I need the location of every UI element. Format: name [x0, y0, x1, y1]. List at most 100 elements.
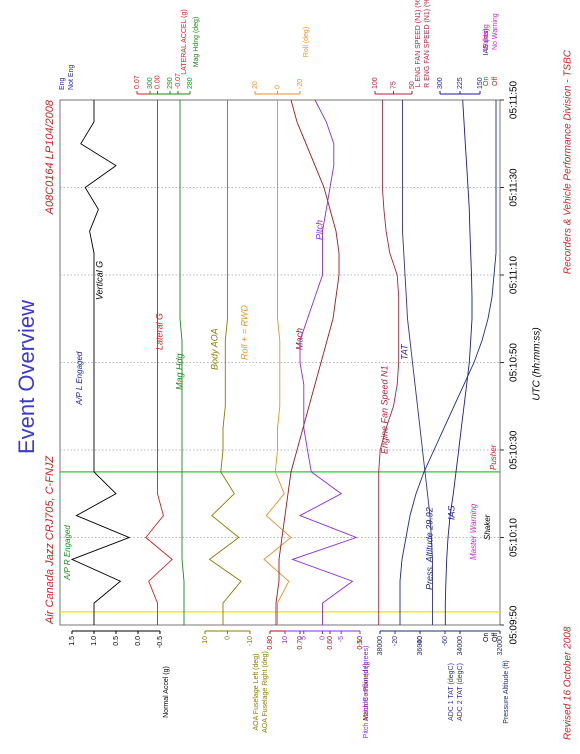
series-label: Roll + = RWD — [239, 305, 249, 360]
x-tick-label: 05:10:50 — [509, 343, 520, 382]
series-label: Mag Hdg — [174, 353, 184, 390]
y-axis-label: ADC 1 TAT (degC) — [448, 663, 455, 721]
y-tick-label: 5 — [301, 636, 308, 640]
series-label: Body AOA — [209, 328, 219, 370]
series-line — [399, 100, 497, 625]
discrete-label: Warning — [483, 24, 490, 50]
y-tick-label: 1.0 — [91, 636, 98, 646]
y-axis-label: Pressure Altitude (ft) — [503, 660, 510, 723]
discrete-label: On — [483, 77, 490, 86]
discrete-label: On — [483, 633, 490, 642]
y-tick-label: 34000 — [457, 636, 464, 656]
y-tick-label: 0.80 — [267, 636, 274, 650]
discrete-label: No Warning — [492, 13, 499, 50]
y-axis-label: L ENG FAN SPEED (N1) (%) — [415, 0, 422, 87]
subtitle-left: Air Canada Jazz CRJ705, C-FNJZ — [44, 455, 56, 625]
series-line — [70, 100, 131, 625]
y-axis-label: Pitch Attitude - Pilot (degrees) — [363, 646, 370, 739]
rotated-chart: Event Overview Air Canada Jazz CRJ705, C… — [14, 0, 574, 740]
series-line — [291, 99, 358, 625]
x-tick-label: 05:11:50 — [509, 80, 520, 119]
series-label: Engine Fan Speed N1 — [379, 365, 389, 454]
y-tick-label: 280 — [187, 77, 194, 89]
x-tick-label: 05:09:50 — [509, 605, 520, 644]
y-axis-label: AOA Fuselage Right (deg) — [262, 651, 269, 733]
y-tick-label: -20 — [297, 79, 304, 89]
y-axis-label: Mag Hdng (deg) — [193, 17, 200, 68]
series-label: Vertical G — [94, 261, 104, 300]
footer-left: Revised 16 October 2008 — [563, 626, 574, 740]
x-tick-label: 05:11:30 — [509, 168, 520, 207]
y-tick-label: 0.0 — [135, 636, 142, 646]
y-axis-label: Normal Accel (g) — [163, 666, 170, 718]
series-label: TAT — [399, 343, 409, 360]
y-tick-label: 300 — [147, 77, 154, 89]
y-tick-label: 300 — [437, 77, 444, 89]
annotation: Pusher — [489, 444, 498, 470]
discrete-label: Off — [492, 633, 499, 642]
series-line — [444, 99, 473, 625]
series-line — [275, 99, 340, 625]
series-label: Lateral G — [154, 313, 164, 350]
series-label: Pitch — [314, 220, 324, 240]
y-tick-label: 10 — [282, 636, 289, 644]
series-line — [145, 100, 173, 625]
y-axis-label: IAS (kts) — [483, 29, 490, 56]
chart-title: Event Overview — [14, 300, 39, 454]
discrete-label: Off — [492, 77, 499, 86]
x-tick-label: 05:11:10 — [509, 255, 520, 294]
y-tick-label: -5 — [338, 636, 345, 642]
y-tick-label: 0.70 — [297, 636, 304, 650]
annotation: Master Warning — [469, 503, 478, 560]
y-tick-label: -0.07 — [175, 73, 182, 89]
y-axis-label: Roll (deg) — [303, 27, 310, 57]
y-tick-label: 290 — [167, 77, 174, 89]
series-label: Press. Altitude 29.92 — [424, 507, 434, 590]
subtitle-right: A08C0164 LP104/2008 — [44, 99, 56, 215]
series-line — [263, 100, 292, 625]
y-tick-label: 0 — [319, 636, 326, 640]
y-tick-label: 36000 — [417, 636, 424, 656]
y-tick-label: 225 — [457, 77, 464, 89]
y-tick-label: 0 — [274, 85, 281, 89]
y-tick-label: 10 — [202, 636, 209, 644]
y-tick-label: 0.5 — [113, 636, 120, 646]
footer-right: Recorders & Vehicle Performance Division… — [563, 49, 574, 274]
annotation: A/P L Engaged — [75, 351, 84, 406]
series-line — [402, 100, 433, 625]
y-tick-label: 0 — [224, 636, 231, 640]
series-label: IAS — [446, 505, 456, 520]
discrete-label: Eng — [59, 77, 66, 90]
y-tick-label: -60 — [442, 636, 449, 646]
x-axis-label: UTC (hh:mm:ss) — [532, 327, 543, 400]
series-label: Mach — [294, 328, 304, 350]
y-tick-label: -0.5 — [157, 636, 164, 648]
y-tick-label: -10 — [247, 636, 254, 646]
annotation: Shaker — [483, 514, 492, 540]
y-tick-label: 75 — [390, 81, 397, 89]
y-tick-label: 50 — [409, 81, 416, 89]
y-tick-label: 0.00 — [154, 75, 161, 89]
y-tick-label: 20 — [252, 81, 259, 89]
series-line — [179, 100, 185, 625]
y-tick-label: 32000 — [497, 636, 504, 656]
y-tick-label: 0.50 — [357, 636, 364, 650]
y-axis-label: R ENG FAN SPEED (N1) (%) — [424, 0, 431, 88]
x-tick-label: 05:10:30 — [509, 430, 520, 469]
y-tick-label: 100 — [372, 77, 379, 89]
y-tick-label: -10 — [357, 636, 364, 646]
y-tick-label: 38000 — [377, 636, 384, 656]
y-tick-label: 0.07 — [134, 75, 141, 89]
y-axis-label: LATERAL ACCEL (g) — [181, 9, 188, 75]
y-tick-label: 150 — [477, 77, 484, 89]
annotation: A/P R Engaged — [63, 525, 72, 581]
y-axis-label: AOA Fuselage Left (deg) — [253, 653, 260, 730]
y-tick-label: -20 — [392, 636, 399, 646]
y-axis-label: Mach Combined () — [363, 663, 370, 721]
y-tick-label: -40 — [417, 636, 424, 646]
y-tick-label: 0.60 — [327, 636, 334, 650]
x-tick-label: 05:10:10 — [509, 518, 520, 557]
series-line — [378, 100, 400, 625]
